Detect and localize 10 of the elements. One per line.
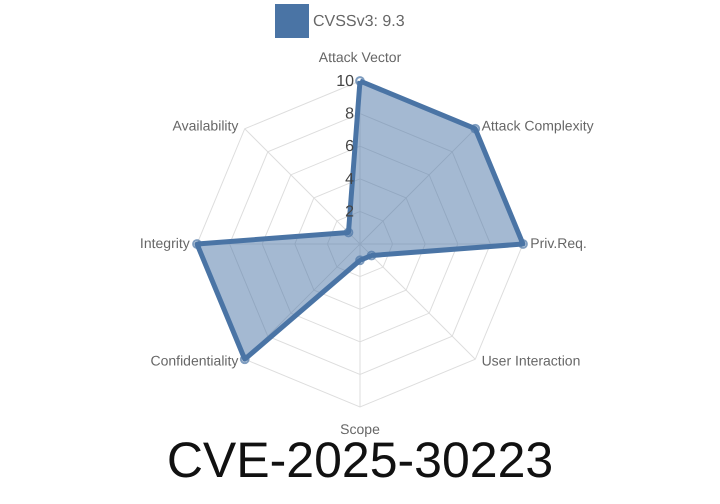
- y-tick-label: 10: [336, 73, 354, 90]
- y-tick-label: 8: [345, 106, 354, 123]
- spoke-label: Attack Complexity: [482, 117, 594, 134]
- spoke-label: Confidentiality: [150, 352, 238, 369]
- spoke-label: Priv.Req.: [530, 235, 587, 251]
- spoke-label: Integrity: [140, 235, 190, 251]
- legend-label: CVSSv3: 9.3: [313, 13, 405, 30]
- spoke-label: Attack Vector: [318, 49, 402, 66]
- spoke-label: User Interaction: [482, 352, 580, 369]
- spoke-label: Availability: [172, 117, 238, 134]
